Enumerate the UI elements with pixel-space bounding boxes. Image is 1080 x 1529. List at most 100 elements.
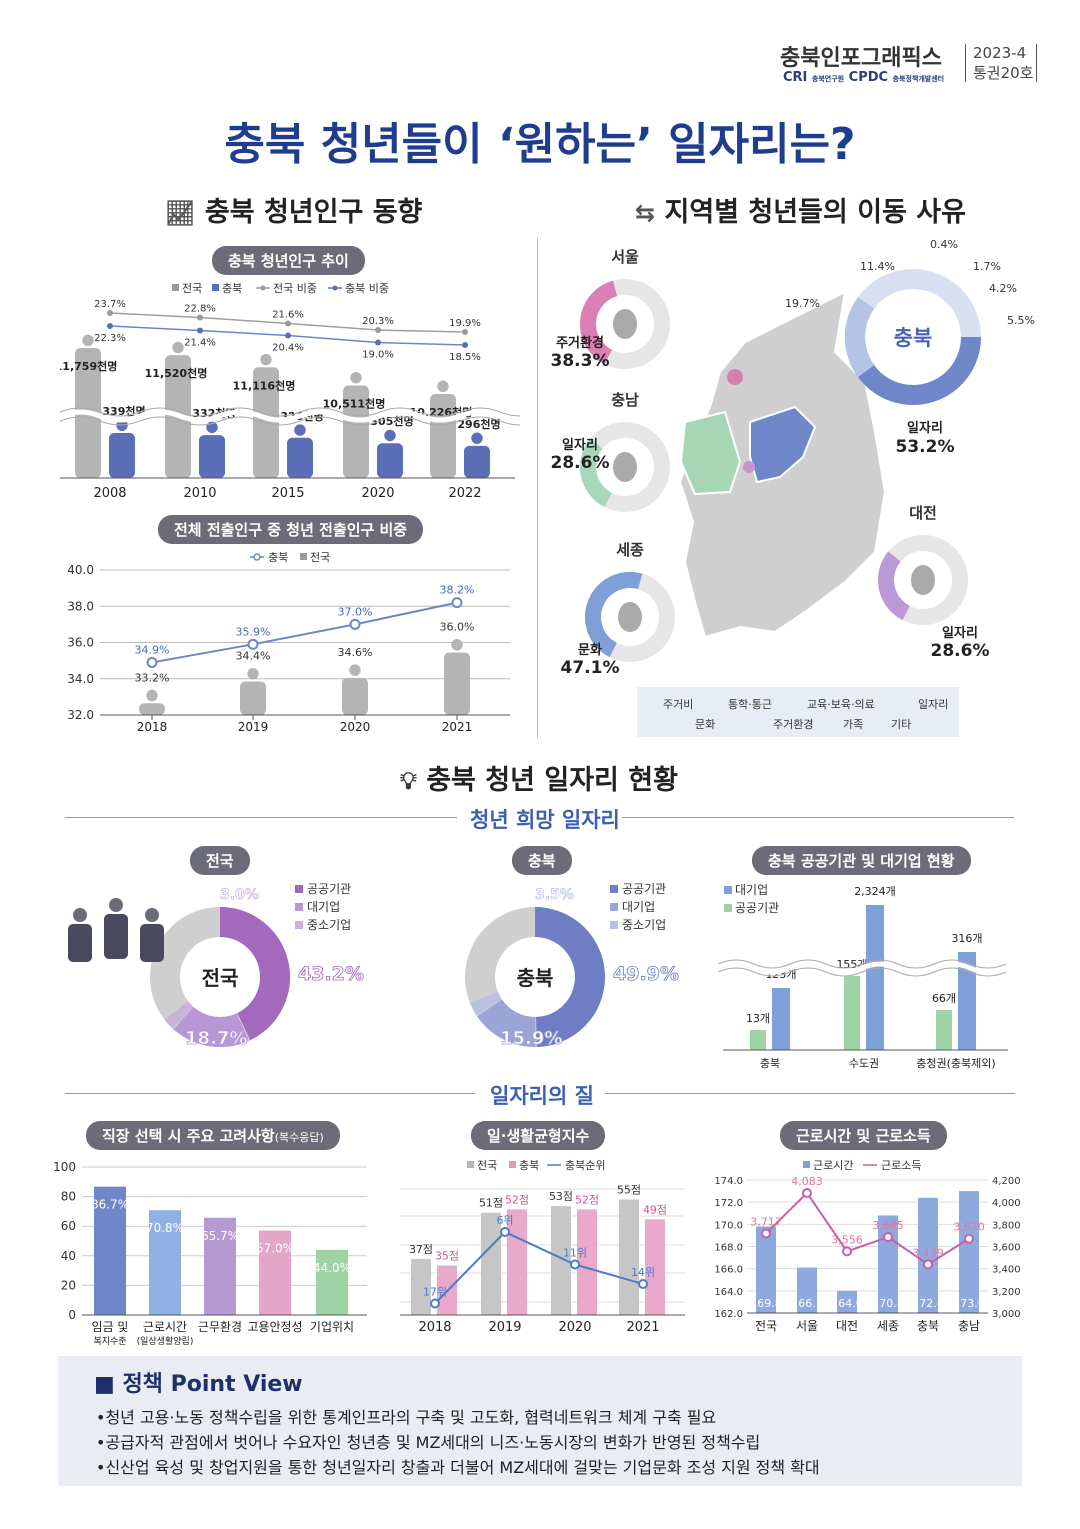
hours-income-point xyxy=(842,1246,852,1257)
factors-title: 직장 선택 시 주요 고려사항 xyxy=(102,1127,275,1145)
wlb-rank-point xyxy=(570,1259,580,1270)
pop-chungbuk-value: 339천명 xyxy=(102,404,145,418)
pop-national-share-point xyxy=(462,329,468,335)
cri-logo-sub: 충북연구원 xyxy=(811,75,845,83)
region-shape xyxy=(613,309,637,339)
pop-national-figure-head xyxy=(350,372,362,384)
chungbuk-other-value: 0.4% xyxy=(930,238,958,251)
factors-bar xyxy=(149,1210,181,1315)
worker-figure-head xyxy=(145,908,159,922)
firms-public-label: 13개 xyxy=(746,1012,770,1025)
factors-bar xyxy=(94,1186,126,1315)
migration-legend-box xyxy=(637,687,959,737)
pop-national-share-point xyxy=(375,327,381,333)
hope-value-secondary: 18.7% xyxy=(185,1028,247,1049)
firms-axis-break-gap xyxy=(718,961,1008,975)
wlb-chungbuk-label: 49점 xyxy=(643,1203,667,1216)
chungbuk-other-value: 1.7% xyxy=(973,260,1001,273)
hours-right-tick-label: 4,200 xyxy=(992,1176,1021,1187)
worker-figure-body xyxy=(140,924,164,962)
migration-map-chart: 서울주거환경38.3%충남일자리28.6%세종문화47.1%대전일자리28.6%… xyxy=(551,238,1035,737)
worker-figure-head xyxy=(73,908,87,922)
hours-x-label: 전국 xyxy=(755,1319,777,1333)
pop-axis-break-gap xyxy=(60,409,520,423)
daejeon-marker xyxy=(743,461,755,473)
outflow-y-tick-label: 32.0 xyxy=(67,708,94,722)
pop-legend-swatch xyxy=(172,284,179,291)
migration-legend-label: 주거비 xyxy=(663,698,693,711)
factors-bar-label: 70.8% xyxy=(146,1221,184,1235)
hope-legend-swatch xyxy=(610,885,618,893)
region-name: 충남 xyxy=(611,391,639,409)
firms-legend-label: 대기업 xyxy=(735,883,768,897)
firms-x-label: 수도권 xyxy=(849,1057,879,1070)
hope-center-label: 충북 xyxy=(517,966,554,990)
factors-bar-label: 86.7% xyxy=(91,1198,129,1212)
pop-national-share-label: 19.9% xyxy=(449,318,481,329)
main-title: 충북 청년들이 ‘원하는’ 일자리는? xyxy=(224,119,856,170)
firms-axis-break-line xyxy=(718,967,1007,977)
outflow-x-tick-label: 2018 xyxy=(137,720,168,734)
region-value: 38.3% xyxy=(551,351,610,371)
issue-date: 2023-4 xyxy=(973,44,1027,62)
cpdc-logo-sub: 충북정책개발센터 xyxy=(892,75,945,83)
pop-chungbuk-figure-body xyxy=(377,443,403,478)
factors-y-tick-label: 80 xyxy=(61,1190,76,1204)
pop-chungbuk-figure-head xyxy=(294,424,306,436)
outflow-chungbuk-label: 35.9% xyxy=(236,625,271,638)
pop-axis-break-line xyxy=(60,416,520,426)
outflow-national-figure-body xyxy=(139,703,165,715)
outflow-chungbuk-label: 34.9% xyxy=(135,643,170,656)
pop-chungbuk-share-point xyxy=(285,332,291,339)
wlb-national-label: 37점 xyxy=(409,1243,433,1256)
region-donut-arc xyxy=(580,438,613,508)
wlb-legend-label: 충북순위 xyxy=(565,1159,605,1172)
pop-national-share-point xyxy=(285,320,291,327)
region-reason: 주거환경 xyxy=(556,335,604,351)
jobs-section-title: 💡︎ 충북 청년 일자리 현황 xyxy=(400,758,678,797)
outflow-national-figure-body xyxy=(444,652,470,715)
wlb-legend-label: 전국 xyxy=(477,1159,497,1172)
factors-bar-label: 57.0% xyxy=(256,1242,294,1256)
outflow-y-tick-label: 40.0 xyxy=(67,563,94,577)
wlb-national-label: 53점 xyxy=(549,1190,573,1203)
outflow-national-figure-head xyxy=(146,689,158,702)
issue-number: 통권20호 xyxy=(973,64,1034,82)
wlb-national-label: 51점 xyxy=(479,1197,503,1210)
hope-divider-right xyxy=(622,817,1014,818)
firms-chart: 대기업공공기관13개123개충북155개2,324개수도권66개316개충청권(… xyxy=(718,883,1008,1070)
pop-legend-dot xyxy=(332,285,338,291)
factors-bar xyxy=(204,1217,236,1315)
pop-x-tick-label: 2015 xyxy=(271,486,304,501)
outflow-legend-dot xyxy=(253,553,261,561)
hours-right-tick-label: 3,000 xyxy=(992,1309,1021,1320)
outflow-x-tick-label: 2021 xyxy=(442,720,473,734)
migration-legend-label: 기타 xyxy=(891,718,911,731)
pop-trend-pill: 충북 청년인구 추이 xyxy=(212,246,365,275)
outflow-national-label: 34.6% xyxy=(338,646,373,659)
firms-pill: 충북 공공기관 및 대기업 현황 xyxy=(752,846,971,875)
pop-chungbuk-figure-body xyxy=(287,437,313,478)
hours-left-tick-label: 172.0 xyxy=(714,1198,743,1209)
quality-divider-right xyxy=(605,1093,1015,1094)
wlb-national-bar xyxy=(411,1258,431,1315)
wlb-chungbuk-label: 52점 xyxy=(505,1193,529,1206)
wlb-national-bar xyxy=(481,1212,501,1315)
policy-line: •청년 고용·노동 정책수립을 위한 통계인프라의 구축 및 고도화, 협력네트… xyxy=(96,1408,717,1427)
outflow-chart: 충북 전국 40.0 38.0 36.0 34.0 32.0 33.2% 34.4% 34.6% 3… xyxy=(67,551,510,734)
pop-legend-label: 충북 xyxy=(222,282,242,295)
hours-legend-label: 근로시간 xyxy=(813,1159,853,1172)
wlb-national-bar xyxy=(619,1199,639,1315)
region-reason: 일자리 xyxy=(942,625,978,641)
pop-chungbuk-figure-body xyxy=(109,433,135,478)
hope-legend-swatch xyxy=(610,903,618,911)
pop-chungbuk-figure-head xyxy=(471,432,483,444)
firms-large-label: 316개 xyxy=(951,932,982,945)
outflow-chungbuk-point xyxy=(451,597,463,609)
outflow-legend-label: 충북 xyxy=(268,551,288,564)
hours-income-point xyxy=(761,1228,771,1239)
lightbulb-person-icon: 💡︎ xyxy=(400,767,417,795)
hours-income-point xyxy=(923,1259,933,1270)
factors-x-label: 고용안정성 xyxy=(247,1320,302,1334)
